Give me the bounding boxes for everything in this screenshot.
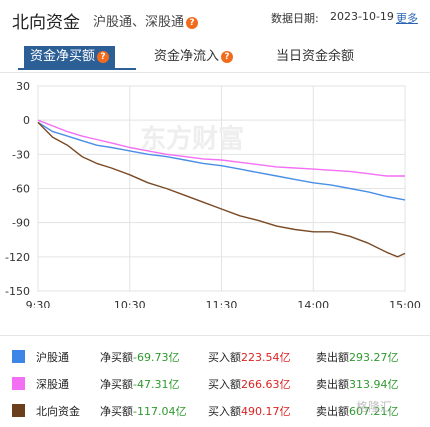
buy-amount: 买入额266.63亿 [208,376,291,392]
sell-amount: 卖出额313.94亿 [316,376,399,392]
y-tick-label: -150 [5,285,30,298]
net-buy: 净买额-47.31亿 [100,376,179,392]
legend-swatch [12,377,25,390]
x-tick-label: 14:00 [297,299,329,308]
buy-amount: 买入额490.17亿 [208,403,291,419]
legend-swatch [12,350,25,363]
net-buy: 净买额-117.04亿 [100,403,186,419]
y-tick-label: -30 [12,148,30,161]
help-icon[interactable]: ? [97,51,110,63]
legend-name: 沪股通 [36,351,69,364]
y-tick-label: -60 [12,183,30,196]
y-tick-label: 0 [23,114,30,127]
corner-watermark: 格隆汇 [356,400,393,414]
legend-swatch [12,404,25,417]
buy-value: 266.63亿 [241,378,291,391]
net-buy-label: 净买额 [100,378,133,391]
x-tick-label: 11:30 [206,299,238,308]
tab-net-inflow-label: 资金净流入 [154,49,220,64]
tab-underline [18,68,136,70]
legend-row: 深股通 净买额-47.31亿 买入额266.63亿 卖出额313.94亿 [0,373,430,395]
y-tick-label: -90 [12,217,30,230]
series-line [37,121,406,201]
net-buy-value: -47.31亿 [133,378,180,391]
y-tick-label: 30 [16,80,30,93]
buy-value: 490.17亿 [241,405,291,418]
divider [0,72,430,73]
sell-amount: 卖出额607.21亿 [316,403,399,419]
more-link[interactable]: 更多 [396,12,418,25]
tab-net-buy[interactable]: 资金净买额? [24,46,116,68]
sell-value: 293.27亿 [349,351,399,364]
sell-label: 卖出额 [316,351,349,364]
buy-label: 买入额 [208,351,241,364]
sell-amount: 卖出额293.27亿 [316,349,399,365]
legend-row: 北向资金 净买额-117.04亿 买入额490.17亿 卖出额607.21亿 [0,400,430,422]
sell-value: 607.21亿 [349,405,399,418]
legend-row: 沪股通 净买额-69.73亿 买入额223.54亿 卖出额293.27亿 [0,346,430,368]
help-icon[interactable]: ? [221,51,234,63]
y-tick-label: -120 [5,251,30,264]
net-buy-value: -69.73亿 [133,351,180,364]
date-value: 2023-10-19 [330,10,394,23]
x-tick-label: 15:00 [389,299,421,308]
chart-watermark: 东方财富 [140,124,244,155]
markets-label: 沪股通、深股通? [93,11,199,30]
net-buy-label: 净买额 [100,405,133,418]
net-buy: 净买额-69.73亿 [100,349,179,365]
date-label: 数据日期: [271,12,319,25]
x-tick-label: 9:30 [26,299,51,308]
buy-value: 223.54亿 [241,351,291,364]
legend-name: 深股通 [36,378,69,391]
net-buy-value: -117.04亿 [133,405,187,418]
buy-amount: 买入额223.54亿 [208,349,291,365]
series-line [37,121,406,258]
tab-daily-balance[interactable]: 当日资金余额 [276,46,354,68]
header: 北向资金 沪股通、深股通? 数据日期: 2023-10-19 更多 [0,0,430,34]
tab-bar: 资金净买额? 资金净流入? 当日资金余额 [0,40,430,70]
tab-daily-balance-label: 当日资金余额 [276,49,355,64]
buy-label: 买入额 [208,405,241,418]
divider [0,335,430,336]
help-icon[interactable]: ? [186,17,199,29]
tab-net-inflow[interactable]: 资金净流入? [154,46,234,68]
tab-net-buy-label: 资金净买额 [30,49,96,64]
legend-name: 北向资金 [36,405,80,418]
sell-value: 313.94亿 [349,378,399,391]
x-tick-label: 10:30 [114,299,146,308]
markets-text: 沪股通、深股通 [93,15,185,30]
net-buy-label: 净买额 [100,351,133,364]
sell-label: 卖出额 [316,378,349,391]
series-line [37,119,405,177]
sell-label: 卖出额 [316,405,349,418]
buy-label: 买入额 [208,378,241,391]
page-title: 北向资金 [12,13,80,33]
